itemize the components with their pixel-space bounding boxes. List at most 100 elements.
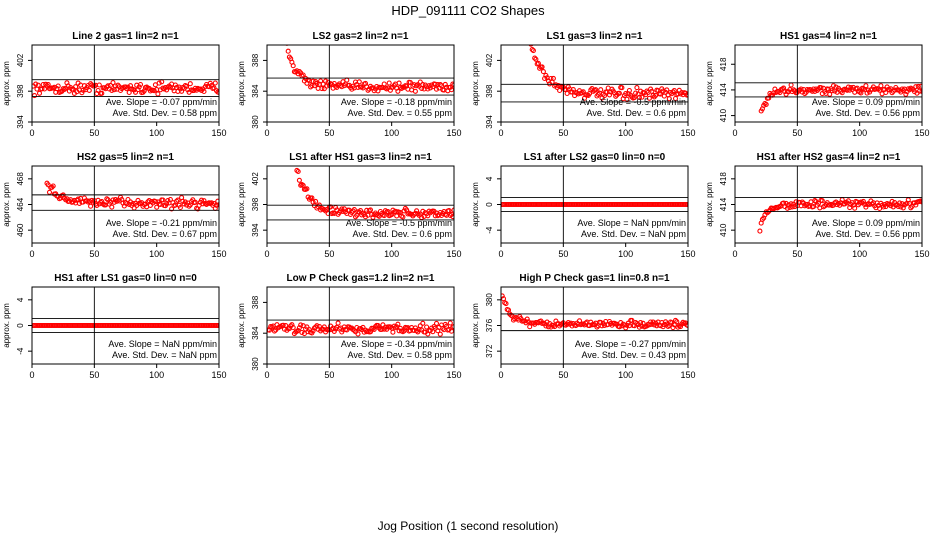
- y-tick-label: 376: [485, 318, 494, 332]
- data-point: [639, 94, 645, 100]
- data-point: [339, 84, 345, 90]
- data-point: [437, 331, 443, 337]
- data-point: [310, 78, 316, 84]
- slope-annotation: Ave. Slope = -0.5 ppm/min: [580, 97, 686, 107]
- data-point: [370, 214, 376, 220]
- x-tick-label: 50: [89, 249, 99, 259]
- y-tick-label: 388: [251, 295, 260, 309]
- data-point: [529, 46, 535, 53]
- data-point: [414, 328, 420, 334]
- data-point: [320, 81, 326, 87]
- data-point: [625, 320, 631, 326]
- data-point: [634, 85, 640, 91]
- x-tick-label: 150: [211, 249, 226, 259]
- data-point: [450, 214, 454, 220]
- data-point: [323, 78, 329, 84]
- slope-annotation: Ave. Slope = -0.21 ppm/min: [106, 218, 217, 228]
- x-tick-label: 50: [324, 370, 334, 380]
- data-point: [144, 84, 150, 90]
- data-point: [54, 86, 60, 92]
- data-point: [889, 198, 895, 204]
- data-point: [503, 301, 509, 307]
- data-point: [340, 208, 346, 214]
- panel-title: LS1 after LS2 gas=0 lin=0 n=0: [524, 152, 666, 163]
- data-point: [99, 90, 105, 96]
- x-tick-label: 0: [264, 249, 269, 259]
- data-point: [883, 89, 889, 96]
- data-point: [812, 88, 818, 95]
- data-point: [533, 56, 539, 62]
- data-point: [791, 87, 797, 93]
- panel-3: LS1 gas=3 lin=2 n=1 approx. ppm 0 50 100 150 3…: [471, 31, 696, 138]
- y-tick-label: 394: [485, 115, 494, 129]
- std-annotation: Ave. Std. Dev. = NaN ppm: [112, 350, 217, 360]
- data-point: [858, 90, 864, 96]
- x-tick-label: 50: [324, 249, 334, 259]
- panel-title: High P Check gas=1 lin=0.8 n=1: [519, 273, 670, 284]
- data-point: [396, 80, 402, 86]
- data-point: [351, 207, 357, 213]
- y-axis-label: approx. ppm: [471, 61, 480, 106]
- data-point: [766, 95, 772, 101]
- x-tick-label: 0: [498, 128, 503, 138]
- data-point: [685, 92, 688, 98]
- data-point: [619, 85, 625, 91]
- x-tick-label: 150: [680, 249, 695, 259]
- data-point: [304, 324, 310, 330]
- std-annotation: Ave. Std. Dev. = 0.6 ppm: [587, 108, 686, 118]
- slope-annotation: Ave. Slope = -0.34 ppm/min: [341, 339, 452, 349]
- y-tick-label: 402: [251, 172, 260, 186]
- data-point: [175, 197, 181, 203]
- panel-1: Line 2 gas=1 lin=2 n=1 approx. ppm 0 50 100 1…: [2, 31, 227, 138]
- data-point: [299, 329, 305, 336]
- y-tick-label: 464: [16, 197, 25, 211]
- data-point: [355, 331, 361, 337]
- data-point: [407, 79, 413, 86]
- data-points: [294, 167, 454, 221]
- data-point: [633, 90, 639, 96]
- x-tick-label: 0: [732, 128, 737, 138]
- y-tick-label: 402: [16, 53, 25, 67]
- data-point: [623, 325, 629, 331]
- data-point: [664, 87, 670, 93]
- data-point: [216, 322, 219, 329]
- data-points: [501, 201, 688, 208]
- y-axis-label: approx. ppm: [705, 182, 714, 227]
- data-point: [913, 202, 919, 208]
- x-tick-label: 150: [680, 370, 695, 380]
- x-tick-label: 100: [149, 249, 164, 259]
- data-point: [636, 324, 642, 330]
- panel-title: LS2 gas=2 lin=2 n=1: [313, 31, 409, 42]
- data-points: [32, 79, 219, 99]
- y-tick-label: 4: [16, 297, 25, 302]
- data-point: [111, 199, 117, 205]
- std-annotation: Ave. Std. Dev. = 0.6 ppm: [353, 229, 452, 239]
- data-point: [646, 322, 652, 328]
- x-tick-label: 150: [211, 128, 226, 138]
- data-point: [386, 80, 392, 86]
- slope-annotation: Ave. Slope = 0.09 ppm/min: [812, 97, 920, 107]
- std-annotation: Ave. Std. Dev. = 0.56 ppm: [816, 108, 920, 118]
- data-point: [674, 319, 680, 325]
- panel-title: LS1 after HS1 gas=3 lin=2 n=1: [289, 152, 432, 163]
- data-point: [316, 323, 322, 330]
- x-tick-label: 150: [211, 370, 226, 380]
- data-point: [137, 81, 144, 88]
- data-point: [290, 324, 296, 331]
- data-point: [918, 83, 922, 89]
- data-point: [201, 198, 207, 204]
- data-point: [354, 81, 360, 88]
- data-point: [666, 96, 672, 102]
- data-point: [180, 198, 186, 204]
- data-points: [757, 197, 922, 234]
- data-point: [271, 328, 278, 334]
- data-point: [888, 203, 894, 209]
- data-point: [331, 328, 337, 334]
- data-point: [789, 204, 795, 210]
- panel-10: Low P Check gas=1.2 lin=2 n=1 approx. ppm…: [237, 273, 462, 380]
- data-point: [433, 320, 440, 326]
- x-tick-label: 0: [264, 370, 269, 380]
- data-point: [269, 324, 275, 330]
- x-tick-label: 100: [852, 128, 867, 138]
- data-point: [351, 327, 357, 334]
